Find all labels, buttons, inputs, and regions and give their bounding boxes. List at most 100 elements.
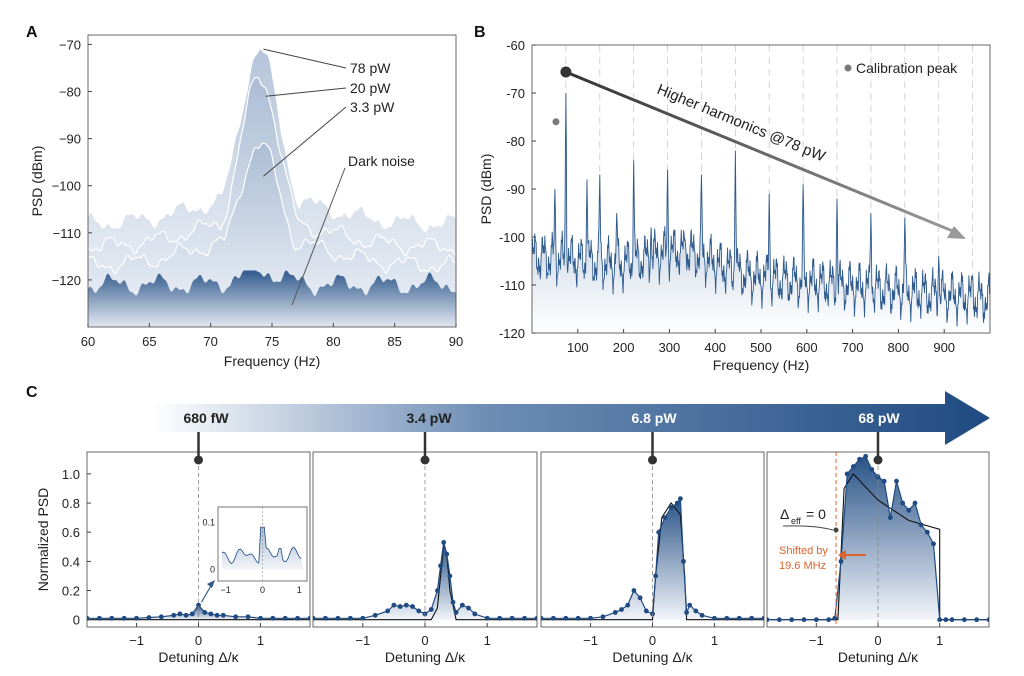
- data-point-c: [625, 602, 631, 608]
- x-tick-label-c: 0: [195, 633, 202, 648]
- data-point-c: [924, 529, 930, 535]
- data-point-c: [681, 558, 686, 564]
- data-point-c: [588, 615, 593, 621]
- pin-head-c: [873, 455, 883, 465]
- legend-label-b: Calibration peak: [856, 60, 958, 76]
- data-point-c: [749, 615, 755, 621]
- x-tick-label-b: 100: [567, 340, 589, 355]
- pin-head-c: [648, 455, 657, 465]
- data-point-c: [96, 615, 102, 621]
- legend-dot-b: [844, 64, 852, 72]
- x-axis-label-c: Detuning Δ/κ: [158, 649, 239, 665]
- data-point-c: [863, 453, 869, 459]
- pin-head-c: [194, 455, 203, 465]
- data-group-c: [767, 452, 989, 627]
- x-tick-label-c: −1: [809, 633, 824, 648]
- data-point-c: [894, 478, 899, 484]
- x-tick-label-b: 900: [933, 340, 955, 355]
- power-label: 3.4 pW: [406, 410, 452, 426]
- data-point-c: [472, 611, 478, 617]
- x-tick-label-b: 300: [659, 340, 681, 355]
- data-point-c: [447, 573, 453, 579]
- data-point-c: [214, 612, 220, 618]
- data-point-c: [674, 500, 680, 506]
- spectrum-fill-b: [532, 93, 990, 333]
- data-point-c: [832, 615, 838, 621]
- data-point-c: [335, 615, 341, 621]
- data-point-c: [509, 615, 515, 621]
- series-label-a: 20 pW: [350, 80, 391, 96]
- data-point-c: [857, 456, 862, 462]
- data-point-c: [410, 604, 415, 609]
- data-point-c: [196, 602, 201, 608]
- data-point-c: [575, 615, 581, 621]
- data-point-c: [668, 505, 674, 510]
- data-point-c: [612, 610, 618, 615]
- power-arrow: [152, 391, 990, 445]
- inset-x-tick: 0: [260, 585, 265, 595]
- data-point-c: [550, 615, 556, 621]
- y-tick-label-a: −110: [53, 226, 81, 241]
- y-tick-label-a: −100: [52, 179, 81, 194]
- data-point-c: [522, 615, 527, 621]
- x-tick-label-a: 90: [449, 334, 463, 349]
- area-3.3-pw: [88, 143, 456, 327]
- data-point-c: [347, 615, 353, 621]
- data-point-c: [459, 602, 465, 608]
- area-c: [87, 605, 310, 620]
- data-point-c: [391, 602, 397, 608]
- x-tick-label-c: −1: [583, 633, 598, 648]
- data-group-c: [541, 452, 764, 627]
- data-point-c: [428, 607, 434, 612]
- data-point-c: [677, 496, 683, 502]
- inset-pointer-head: [207, 580, 215, 588]
- panel-b: 100 200 300 400 500 600 700 800 900 -60 -70 -80 -90 -…: [478, 38, 991, 373]
- data-point-c: [146, 615, 152, 620]
- data-point-c: [121, 615, 127, 621]
- data-point-c: [761, 615, 764, 621]
- y-axis-label-c: Normalized PSD: [35, 488, 51, 591]
- leader-a: [263, 106, 347, 177]
- data-point-c: [736, 615, 742, 621]
- data-point-c: [360, 615, 366, 621]
- x-tick-label-a: 70: [203, 334, 217, 349]
- data-point-c: [801, 617, 807, 623]
- x-tick-label-a: 65: [142, 334, 156, 349]
- inset-y-tick: 0.1: [202, 517, 215, 527]
- data-point-c: [712, 615, 717, 621]
- data-point-c: [453, 610, 459, 615]
- harmonics-arrow-head: [947, 226, 966, 239]
- inset-y-tick: 0: [210, 565, 215, 575]
- power-label: 6.8 pW: [631, 410, 677, 426]
- x-tick-label-b: 500: [750, 340, 772, 355]
- y-tick-label-b: -100: [499, 230, 525, 245]
- shift-text-1: Shifted by: [779, 545, 828, 557]
- x-tick-label-c: 0: [649, 633, 656, 648]
- shift-text-bg: [774, 541, 834, 575]
- leader-a: [265, 87, 347, 97]
- x-axis-label-b: Frequency (Hz): [713, 357, 809, 373]
- x-tick-label-a: 75: [265, 334, 279, 349]
- data-group-c: [313, 452, 537, 627]
- y-tick-label-b: -60: [506, 38, 525, 53]
- x-tick-label-c: 1: [711, 633, 718, 648]
- panel-a: 60 65 70 75 80 85 90 −120 −110 −100 −90 −80 −70 Frequ…: [29, 34, 463, 369]
- data-point-c: [776, 617, 782, 623]
- y-tick-label-c: 0.4: [62, 554, 80, 569]
- x-axis-label-a: Frequency (Hz): [224, 353, 320, 369]
- data-point-c: [912, 500, 918, 506]
- data-point-c: [961, 617, 967, 623]
- data-point-c: [438, 563, 443, 569]
- data-point-c: [109, 615, 115, 621]
- data-point-c: [258, 615, 263, 621]
- data-point-c: [869, 467, 875, 472]
- series-group-a: [88, 48, 456, 327]
- series-label-a: 78 pW: [350, 60, 391, 76]
- x-axis-label-c: Detuning Δ/κ: [838, 649, 919, 665]
- x-tick-label-b: 700: [842, 340, 864, 355]
- data-point-c: [656, 529, 662, 535]
- dark-noise-label: Dark noise: [348, 153, 415, 169]
- y-axis-label-a: PSD (dBm): [29, 146, 45, 217]
- data-point-c: [643, 608, 649, 614]
- data-point-c: [949, 617, 955, 623]
